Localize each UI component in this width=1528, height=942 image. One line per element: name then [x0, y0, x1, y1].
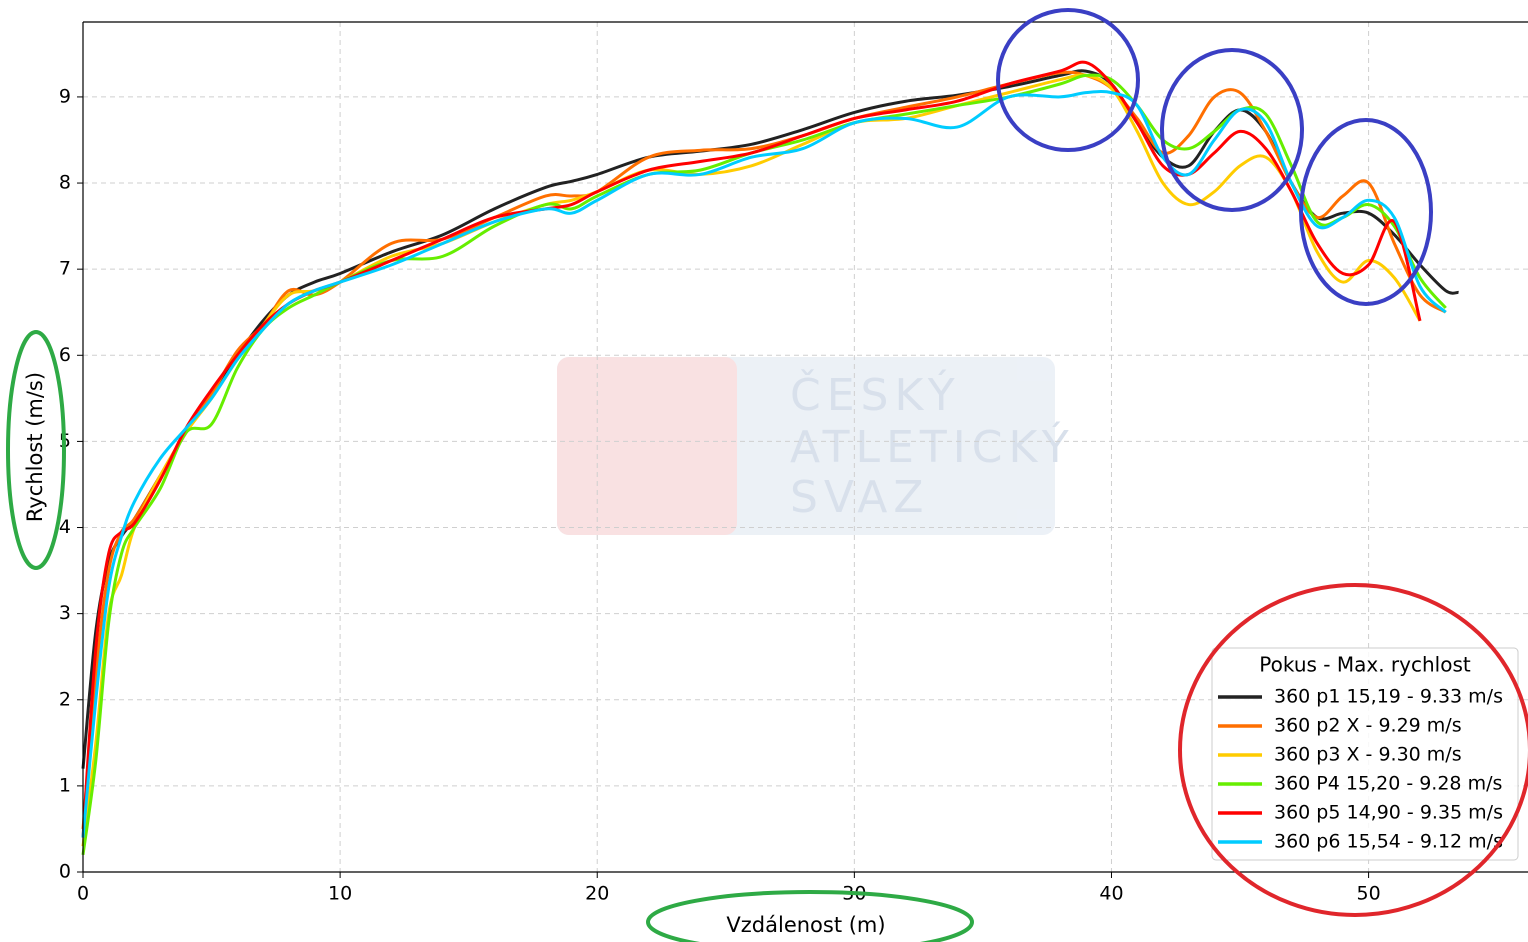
- watermark-logo: [557, 357, 737, 535]
- watermark-text: ČESKÝ: [790, 368, 961, 421]
- highlight-circle: [996, 8, 1140, 152]
- y-tick-label: 6: [59, 344, 71, 366]
- annotations: [6, 8, 1528, 942]
- x-tick-label: 10: [328, 883, 352, 905]
- legend-label: 360 p2 X - 9.29 m/s: [1274, 715, 1462, 737]
- series-line: [81, 73, 1447, 855]
- x-tick-label: 0: [77, 883, 89, 905]
- legend-label: 360 P4 15,20 - 9.28 m/s: [1274, 773, 1502, 795]
- legend-box: [1211, 647, 1519, 861]
- legend-label: 360 p3 X - 9.30 m/s: [1274, 744, 1462, 766]
- y-tick-label: 7: [59, 258, 71, 280]
- highlight-circle: [646, 890, 974, 942]
- legend: Pokus - Max. rychlost 360 p1 15,19 - 9.3…: [1211, 647, 1519, 861]
- highlight-circle: [1178, 583, 1528, 917]
- legend-title: Pokus - Max. rychlost: [1259, 653, 1471, 677]
- series-line: [81, 60, 1422, 838]
- highlight-circle: [6, 330, 66, 570]
- x-axis-label: Vzdálenost (m): [726, 913, 885, 937]
- legend-label: 360 p5 14,90 - 9.35 m/s: [1274, 802, 1503, 824]
- x-tick-label: 50: [1356, 883, 1380, 905]
- y-tick-label: 1: [59, 774, 71, 796]
- y-tick-label: 2: [59, 688, 71, 710]
- x-tick-label: 40: [1099, 883, 1123, 905]
- highlight-circle: [1299, 118, 1433, 306]
- legend-label: 360 p6 15,54 - 9.12 m/s: [1274, 831, 1503, 853]
- watermark-text: ATLETICKÝ: [790, 420, 1075, 473]
- series-line: [81, 89, 1447, 838]
- highlight-circle: [1160, 48, 1304, 212]
- x-tick-label: 20: [585, 883, 609, 905]
- y-tick-label: 3: [59, 602, 71, 624]
- y-tick-label: 8: [59, 172, 71, 194]
- lines: [81, 60, 1459, 855]
- y-tick-label: 9: [59, 85, 71, 107]
- legend-label: 360 p1 15,19 - 9.33 m/s: [1274, 686, 1503, 708]
- y-tick-label: 0: [59, 861, 71, 883]
- watermark: ČESKÝ ATLETICKÝ SVAZ: [557, 357, 1075, 535]
- y-axis-label: Rychlost (m/s): [23, 372, 47, 522]
- watermark-text: SVAZ: [790, 472, 929, 523]
- y-tick-label: 4: [59, 516, 71, 538]
